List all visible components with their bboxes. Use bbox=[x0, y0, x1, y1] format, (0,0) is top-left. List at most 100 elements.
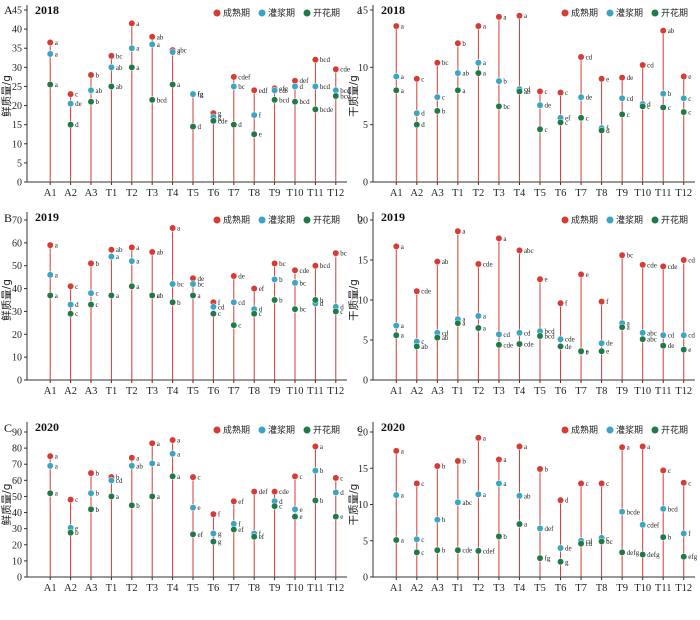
data-point bbox=[680, 94, 688, 102]
significance-label: g bbox=[218, 538, 222, 546]
significance-label: c bbox=[688, 95, 691, 103]
significance-label: bc bbox=[300, 306, 307, 314]
significance-label: ab bbox=[524, 492, 531, 500]
data-point bbox=[618, 251, 626, 259]
legend-label: 灌浆期 bbox=[616, 7, 643, 19]
significance-label: cd bbox=[586, 54, 593, 62]
data-point bbox=[169, 298, 177, 306]
data-point bbox=[128, 63, 136, 71]
x-tick-label: T9 bbox=[616, 188, 628, 199]
significance-label: abc bbox=[462, 499, 472, 507]
y-tick-label: 10 bbox=[358, 500, 368, 511]
x-tick-label: T6 bbox=[208, 386, 220, 397]
data-point bbox=[189, 504, 197, 512]
data-point bbox=[332, 249, 340, 257]
x-tick-label: T5 bbox=[187, 386, 199, 397]
significance-label: d bbox=[198, 123, 202, 131]
x-tick-label: T5 bbox=[534, 583, 546, 594]
significance-label: a bbox=[177, 81, 181, 89]
data-point bbox=[332, 92, 340, 100]
significance-label: cde bbox=[300, 267, 310, 275]
data-point bbox=[230, 298, 238, 306]
significance-label: c bbox=[565, 89, 568, 97]
significance-label: ef bbox=[238, 498, 244, 506]
legend-marker bbox=[606, 426, 614, 434]
y-axis-label: 干质量/g bbox=[348, 279, 360, 321]
data-point bbox=[413, 548, 421, 556]
y-tick-label: 0 bbox=[363, 573, 368, 584]
data-point bbox=[67, 301, 75, 309]
significance-label: a bbox=[483, 313, 487, 321]
legend-marker bbox=[258, 9, 266, 17]
data-point bbox=[639, 61, 647, 69]
significance-label: a bbox=[503, 456, 507, 464]
significance-label: c bbox=[586, 480, 589, 488]
data-point bbox=[107, 492, 115, 500]
data-point bbox=[536, 524, 544, 532]
significance-label: c bbox=[647, 103, 650, 111]
significance-label: e bbox=[586, 349, 589, 357]
significance-label: ab bbox=[668, 27, 675, 35]
x-tick-label: T6 bbox=[555, 583, 567, 594]
significance-label: a bbox=[483, 59, 487, 67]
data-point bbox=[87, 489, 95, 497]
data-point bbox=[495, 234, 503, 242]
significance-label: a bbox=[627, 324, 631, 332]
significance-label: a bbox=[627, 320, 631, 328]
significance-label: cde bbox=[483, 261, 493, 269]
significance-label: g bbox=[218, 114, 222, 122]
significance-label: abc bbox=[177, 47, 187, 55]
y-tick-label: 0 bbox=[17, 573, 22, 584]
data-point bbox=[46, 291, 54, 299]
data-point bbox=[230, 272, 238, 280]
significance-label: d bbox=[340, 489, 344, 497]
significance-label: c bbox=[442, 94, 445, 102]
y-tick-label: 5 bbox=[363, 120, 368, 131]
y-tick-label: 10 bbox=[12, 139, 22, 150]
significance-label: bcd bbox=[279, 96, 290, 104]
significance-label: bc bbox=[503, 103, 510, 111]
y-tick-label: 35 bbox=[12, 44, 22, 55]
legend-label: 成熟期 bbox=[571, 7, 598, 19]
significance-label: d bbox=[421, 110, 425, 118]
data-point bbox=[474, 547, 482, 555]
significance-label: b bbox=[668, 90, 672, 98]
legend-label: 灌浆期 bbox=[268, 7, 295, 19]
data-point bbox=[209, 538, 217, 546]
significance-label: cde bbox=[524, 341, 534, 349]
significance-label: f bbox=[218, 299, 221, 307]
significance-label: c bbox=[627, 111, 630, 119]
x-tick-label: A2 bbox=[410, 583, 423, 594]
data-point bbox=[680, 346, 688, 354]
x-tick-label: A3 bbox=[431, 386, 444, 397]
panel-year: 2019 bbox=[381, 210, 405, 224]
x-tick-label: T4 bbox=[514, 583, 526, 594]
significance-label: cd bbox=[647, 62, 654, 70]
data-point bbox=[495, 532, 503, 540]
data-point bbox=[271, 296, 279, 304]
x-tick-label: T7 bbox=[575, 188, 587, 199]
data-point bbox=[474, 434, 482, 442]
legend-label: 灌浆期 bbox=[616, 214, 643, 226]
significance-label: fg bbox=[545, 555, 551, 563]
data-point bbox=[680, 479, 688, 487]
significance-label: a bbox=[320, 443, 324, 451]
significance-label: a bbox=[503, 13, 507, 21]
significance-label: cd bbox=[586, 540, 593, 548]
data-point bbox=[577, 480, 585, 487]
panel-B: B 2019 鲜质量/g 0 10 20 30 40 50 60 70 A1 A2 A3 T1 T2 T3 T4 T… bbox=[0, 210, 347, 397]
significance-label: cd bbox=[524, 86, 531, 94]
significance-label: b bbox=[503, 533, 507, 541]
significance-label: cd bbox=[668, 332, 675, 340]
significance-label: e bbox=[198, 504, 201, 512]
significance-label: f bbox=[606, 125, 609, 133]
legend-label: 成熟期 bbox=[223, 424, 250, 436]
data-point bbox=[454, 546, 462, 554]
panel-year: 2018 bbox=[381, 3, 405, 17]
data-point bbox=[107, 52, 115, 60]
significance-label: a bbox=[401, 322, 405, 330]
significance-label: cd bbox=[279, 87, 286, 95]
significance-label: ab bbox=[157, 249, 164, 257]
significance-label: bcd bbox=[340, 87, 351, 95]
